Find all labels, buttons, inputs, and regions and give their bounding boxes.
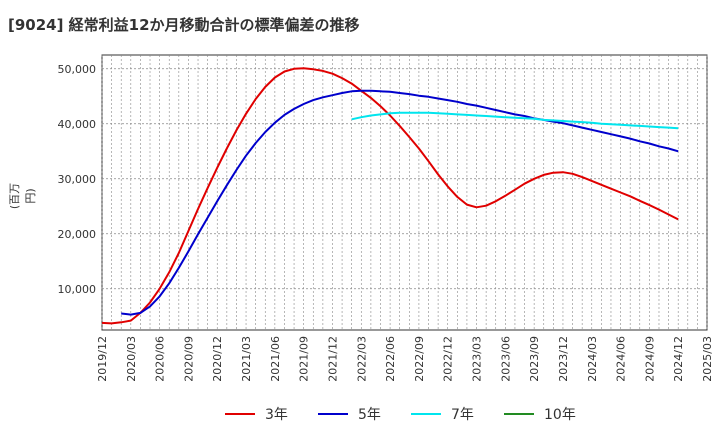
x-tick-label: 2025/03 xyxy=(701,336,714,382)
legend-label-7年: 7年 xyxy=(451,407,474,423)
y-tick-label: 10,000 xyxy=(58,283,97,296)
x-tick-label: 2021/12 xyxy=(326,336,339,382)
plot-area xyxy=(101,54,708,331)
x-tick-label: 2020/06 xyxy=(154,336,167,382)
y-tick-label: 40,000 xyxy=(58,118,97,131)
series-line-3年 xyxy=(101,67,679,325)
grid-lines xyxy=(101,55,708,330)
legend-label-10年: 10年 xyxy=(544,407,576,423)
y-tick-label: 20,000 xyxy=(58,228,97,241)
x-axis-ticks: 2019/12 2020/03 2020/06 2020/09 2020/12 2021/… xyxy=(96,336,714,382)
y-tick-label: 30,000 xyxy=(58,173,97,186)
x-tick-label: 2019/12 xyxy=(96,336,109,382)
x-tick-label: 2020/12 xyxy=(211,336,224,382)
x-tick-label: 2023/03 xyxy=(471,336,484,382)
x-tick-label: 2024/03 xyxy=(586,336,599,382)
x-tick-label: 2024/06 xyxy=(615,336,628,382)
series-line-7年 xyxy=(351,111,679,130)
x-tick-label: 2021/06 xyxy=(269,336,282,382)
x-tick-label: 2023/12 xyxy=(557,336,570,382)
legend: 3年 5年 7年 10年 xyxy=(225,407,576,423)
x-tick-label: 2021/09 xyxy=(298,336,311,382)
x-tick-label: 2023/06 xyxy=(499,336,512,382)
y-tick-label: 50,000 xyxy=(58,63,97,76)
x-tick-label: 2022/03 xyxy=(355,336,368,382)
legend-label-5年: 5年 xyxy=(358,407,381,423)
chart-title: [9024] 経常利益12か月移動合計の標準偏差の推移 xyxy=(8,16,360,34)
x-tick-label: 2021/03 xyxy=(240,336,253,382)
x-tick-label: 2024/09 xyxy=(643,336,656,382)
y-axis-ticks: 10,000 20,000 30,000 40,000 50,000 xyxy=(58,63,97,296)
x-tick-label: 2023/09 xyxy=(528,336,541,382)
x-tick-label: 2022/12 xyxy=(442,336,455,382)
x-tick-label: 2024/12 xyxy=(672,336,685,382)
series-line-5年 xyxy=(121,89,679,316)
x-tick-label: 2022/09 xyxy=(413,336,426,382)
x-tick-label: 2022/06 xyxy=(384,336,397,382)
x-tick-label: 2020/09 xyxy=(182,336,195,382)
x-tick-label: 2020/03 xyxy=(125,336,138,382)
series-lines xyxy=(101,67,679,325)
legend-label-3年: 3年 xyxy=(265,407,288,423)
